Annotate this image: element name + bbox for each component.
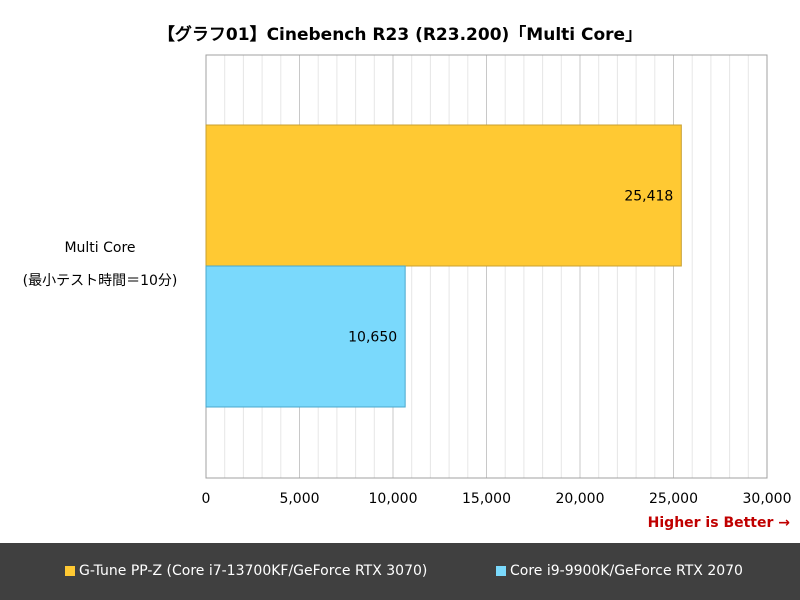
- legend-swatch-series2: [496, 566, 506, 576]
- legend-item-series1: G-Tune PP-Z (Core i7-13700KF/GeForce RTX…: [65, 563, 427, 579]
- bar-series1: [205, 124, 682, 267]
- x-tick-label: 20,000: [556, 491, 605, 507]
- category-label-line1: Multi Core: [64, 240, 136, 256]
- legend-swatch-series1: [65, 566, 75, 576]
- chart-plot: 25,418 10,650 0 5,000 10,000 15,000 20,000 25,0…: [202, 54, 792, 507]
- legend: G-Tune PP-Z (Core i7-13700KF/GeForce RTX…: [0, 543, 800, 600]
- x-tick-label: 25,000: [649, 491, 698, 507]
- bar-series2: [205, 265, 406, 408]
- x-tick-label: 5,000: [279, 491, 319, 507]
- legend-item-series2: Core i9-9900K/GeForce RTX 2070: [496, 563, 743, 579]
- legend-label-series2: Core i9-9900K/GeForce RTX 2070: [510, 563, 743, 579]
- x-tick-label: 10,000: [369, 491, 418, 507]
- data-label-series1: 25,418: [624, 189, 673, 205]
- legend-label-series1: G-Tune PP-Z (Core i7-13700KF/GeForce RTX…: [79, 563, 428, 579]
- x-tick-label: 30,000: [743, 491, 792, 507]
- x-tick-label: 15,000: [462, 491, 511, 507]
- higher-is-better-note: Higher is Better →: [647, 515, 790, 531]
- chart-title: 【グラフ01】Cinebench R23 (R23.200)「Multi Cor…: [157, 25, 643, 45]
- category-label-line2: (最小テスト時間＝10分): [22, 273, 178, 289]
- x-tick-label: 0: [202, 491, 211, 507]
- data-label-series2: 10,650: [348, 330, 397, 346]
